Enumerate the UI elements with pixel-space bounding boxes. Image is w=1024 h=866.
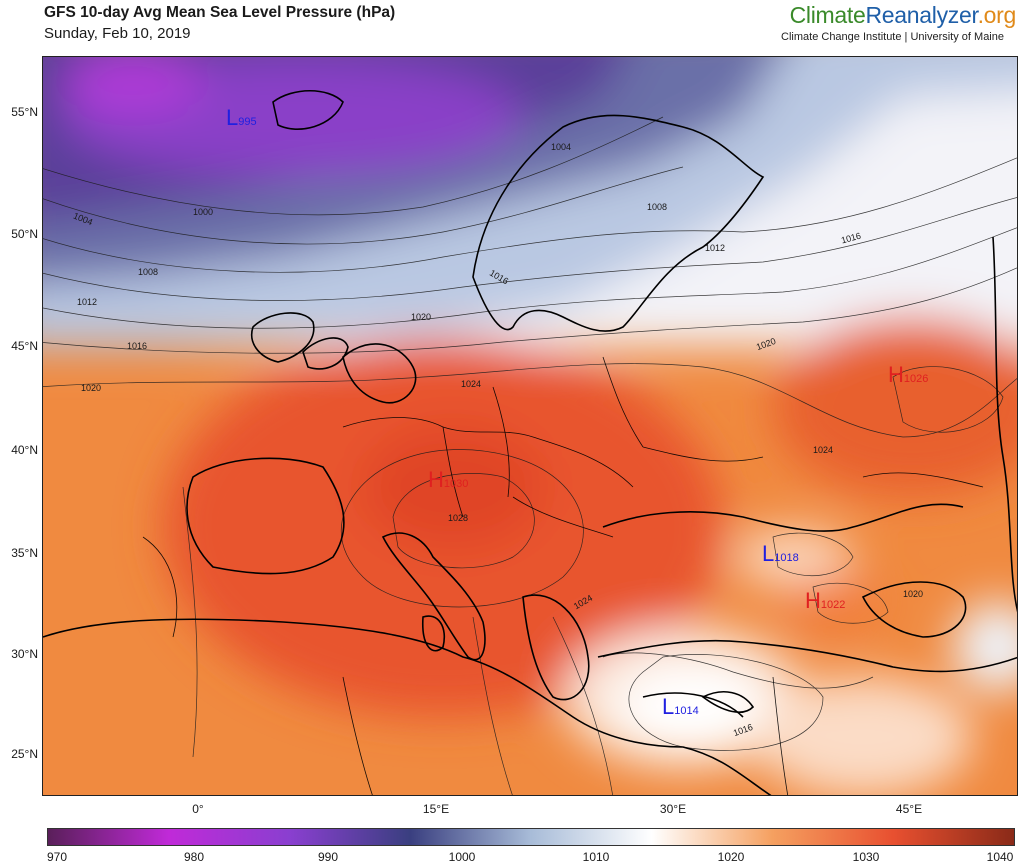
institution-text: Climate Change Institute | University of… bbox=[781, 31, 1004, 43]
pressure-colorbar bbox=[47, 828, 1015, 846]
isobar-label: 1020 bbox=[903, 589, 924, 599]
lon-label: 45°E bbox=[895, 802, 923, 816]
low-pressure-center: L1014 bbox=[662, 694, 699, 719]
isobar-label: 1000 bbox=[193, 207, 214, 217]
lat-label: 45°N bbox=[11, 339, 38, 353]
lat-label: 55°N bbox=[11, 105, 38, 119]
map-title: GFS 10-day Avg Mean Sea Level Pressure (… bbox=[44, 4, 396, 21]
lat-label: 25°N bbox=[11, 747, 38, 761]
coastlines bbox=[43, 89, 1017, 795]
isobar-label: 1012 bbox=[77, 297, 98, 307]
isobar-label: 1016 bbox=[127, 341, 148, 351]
lat-label: 30°N bbox=[11, 647, 38, 661]
pressure-map: 1004 1000 1008 1012 1016 1020 1004 1008 … bbox=[42, 56, 1018, 796]
isobar-label: 1008 bbox=[138, 267, 159, 277]
isobar-lines bbox=[43, 116, 1017, 795]
isobar-label: 1020 bbox=[81, 383, 102, 393]
borders bbox=[142, 356, 984, 795]
pressure-field bbox=[43, 57, 1017, 795]
isobar-label: 1024 bbox=[461, 379, 482, 389]
colorbar-tick: 1040 bbox=[986, 850, 1014, 864]
lon-label: 0° bbox=[192, 802, 204, 816]
colorbar-tick: 970 bbox=[46, 850, 68, 864]
isobar-label: 1008 bbox=[647, 202, 668, 212]
high-pressure-center: H1030 bbox=[428, 467, 469, 492]
isobar-label: 1020 bbox=[411, 312, 432, 322]
colorbar-tick: 1020 bbox=[717, 850, 745, 864]
map-date: Sunday, Feb 10, 2019 bbox=[44, 25, 191, 42]
high-pressure-center: H1022 bbox=[805, 588, 846, 613]
colorbar-tick: 990 bbox=[317, 850, 339, 864]
lon-label: 15°E bbox=[422, 802, 450, 816]
lat-label: 40°N bbox=[11, 443, 38, 457]
colorbar-tick: 980 bbox=[183, 850, 205, 864]
colorbar-tick: 1000 bbox=[448, 850, 476, 864]
colorbar-tick: 1010 bbox=[582, 850, 610, 864]
lat-label: 35°N bbox=[11, 546, 38, 560]
isobar-label: 1024 bbox=[813, 445, 834, 455]
isobar-label: 1028 bbox=[448, 513, 469, 523]
isobar-label: 1004 bbox=[551, 142, 572, 152]
brand-logo[interactable]: ClimateReanalyzer.org bbox=[789, 2, 1017, 28]
lat-label: 50°N bbox=[11, 227, 38, 241]
colorbar-tick: 1030 bbox=[852, 850, 880, 864]
low-pressure-center: L995 bbox=[226, 105, 257, 130]
lon-label: 30°E bbox=[659, 802, 687, 816]
high-pressure-center: H1026 bbox=[888, 362, 929, 387]
low-pressure-center: L1018 bbox=[762, 541, 799, 566]
isobar-label: 1012 bbox=[705, 243, 726, 253]
